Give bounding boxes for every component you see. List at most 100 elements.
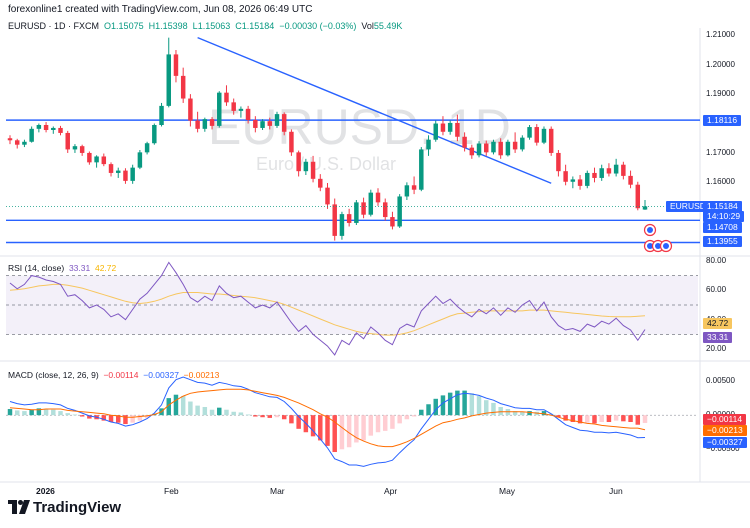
macd-histogram-bar [245,414,251,416]
macd-histogram-bar [209,409,215,416]
macd-histogram-bar [29,409,34,416]
macd-histogram-bar [361,415,366,441]
macd-histogram-bar [440,395,446,416]
candle-body [621,164,626,176]
tradingview-logo-icon [8,500,30,514]
close-label: C [235,21,242,31]
candle-body [512,141,518,150]
time-axis-label: May [499,486,516,496]
macd-histogram-bar [563,415,568,421]
rsi-value-tag: 33.31 [703,332,733,343]
economic-event-icon [647,243,653,249]
candle-body [43,125,49,130]
candle-body [613,164,619,174]
last-price-tag: 1.15184 [703,201,742,212]
candle-body [238,108,244,111]
candle-body [224,92,229,103]
macd-histogram-bar [260,415,265,418]
macd-histogram-bar [22,411,27,416]
macd-axis-label: −0.00500 [706,444,740,454]
macd-title-text: MACD (close, 12, 26, 9) [8,370,99,380]
candle-body [520,137,525,150]
macd-histogram-bar [14,410,20,416]
time-axis-label: Feb [164,486,179,496]
macd-histogram-bar [123,415,128,425]
macd-signal-value: −0.00213 [183,370,220,380]
macd-histogram-bar [556,415,561,418]
candle-body [354,202,359,223]
candle-body [541,128,547,143]
candle-body [58,127,63,133]
macd-histogram-bar [144,415,150,418]
macd-histogram-bar [79,415,85,417]
candle-body [310,161,316,179]
candle-body [51,127,56,130]
candle-body [202,119,208,129]
candle-body [296,152,301,172]
candle-body [484,143,489,153]
candle-body [325,187,330,205]
time-axis-label: Mar [270,486,285,496]
candle-body [94,156,99,163]
downtrend-line [197,36,552,184]
time-axis-label: Jun [609,486,623,496]
candle-body [339,214,345,236]
macd-histogram-bar [382,415,388,431]
candle-body [332,204,337,236]
macd-histogram-bar [354,415,359,443]
economic-event-icon [647,227,653,233]
candle-body [361,202,366,215]
rsi-ma-value: 42.72 [94,263,117,273]
macd-line-tag: −0.00327 [703,437,747,448]
rsi-axis-label: 20.00 [706,344,727,354]
macd-title[interactable]: MACD (close, 12, 26, 9) −0.00114 −0.0032… [8,370,219,380]
macd-hist-value: −0.00114 [103,370,139,380]
candle-body [563,171,568,182]
candle-body [144,143,150,153]
candle-body [397,196,402,227]
candle-body [318,178,323,188]
candle-body [195,120,200,129]
macd-histogram-bar [404,415,410,420]
candle-body [267,121,273,126]
candle-body [29,128,34,142]
candle-body [173,54,179,76]
candle-body [404,185,410,197]
rsi-ma-tag: 42.72 [703,318,733,329]
candle-body [534,127,539,143]
time-axis-label: Apr [384,486,398,496]
macd-histogram-bar [231,411,236,416]
symbol-label[interactable]: EURUSD · 1D · FXCM [8,21,100,31]
rsi-axis-label: 60.00 [706,285,727,295]
candle-body [426,139,431,150]
candle-body [469,147,475,156]
symbol-price-tag: EURUSD [666,201,710,212]
candle-body [130,167,135,181]
macd-histogram-bar [520,411,525,416]
candle-body [433,123,438,140]
candle-body [462,136,467,148]
low-label: L [192,21,198,31]
macd-histogram-bar [332,415,337,453]
watermark-subtitle: Euro / U.S. Dollar [256,154,397,174]
economic-event-icon [663,243,669,249]
macd-histogram-bar [628,415,633,422]
rsi-value: 33.31 [68,263,91,273]
macd-histogram-bar [108,415,114,422]
support2-tag: 1.13955 [703,236,742,247]
candle-body [87,152,92,163]
candle-body [368,192,374,215]
macd-signal-tag: −0.00213 [703,425,747,436]
candle-body [642,206,648,210]
candle-body [592,172,597,178]
macd-histogram-bar [289,415,294,424]
rsi-title[interactable]: RSI (14, close) 33.31 42.72 [8,263,116,273]
change-value: −0.00030 (−0.03%) [279,21,357,31]
signal-line [9,388,646,448]
macd-histogram-bar [613,415,619,421]
macd-line-value: −0.00327 [143,370,179,380]
candle-body [303,161,309,172]
candle-body [570,179,576,182]
